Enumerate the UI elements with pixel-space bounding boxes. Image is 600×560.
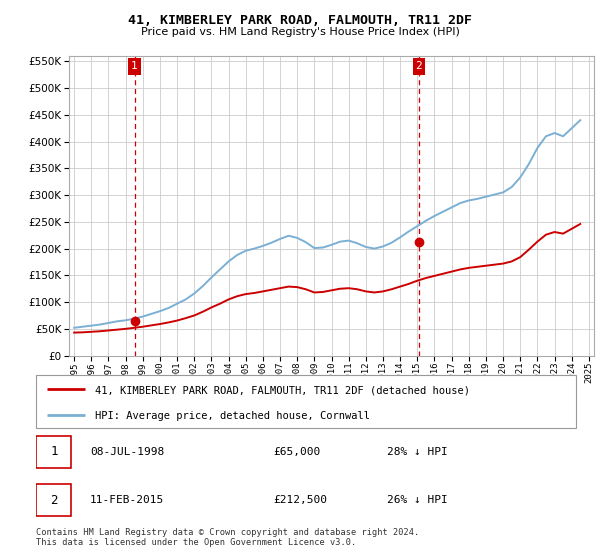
Text: Price paid vs. HM Land Registry's House Price Index (HPI): Price paid vs. HM Land Registry's House … [140,27,460,37]
Text: 41, KIMBERLEY PARK ROAD, FALMOUTH, TR11 2DF (detached house): 41, KIMBERLEY PARK ROAD, FALMOUTH, TR11 … [95,385,470,395]
Text: 2: 2 [50,493,58,507]
FancyBboxPatch shape [36,375,576,428]
Text: 1: 1 [50,446,58,459]
FancyBboxPatch shape [36,436,71,468]
Text: HPI: Average price, detached house, Cornwall: HPI: Average price, detached house, Corn… [95,411,370,421]
Text: 1: 1 [131,62,138,72]
Text: 08-JUL-1998: 08-JUL-1998 [90,447,164,457]
Text: 26% ↓ HPI: 26% ↓ HPI [387,495,448,505]
Text: £65,000: £65,000 [274,447,321,457]
Text: £212,500: £212,500 [274,495,328,505]
FancyBboxPatch shape [36,484,71,516]
Text: 41, KIMBERLEY PARK ROAD, FALMOUTH, TR11 2DF: 41, KIMBERLEY PARK ROAD, FALMOUTH, TR11 … [128,14,472,27]
Text: 11-FEB-2015: 11-FEB-2015 [90,495,164,505]
Text: 2: 2 [416,62,422,72]
Text: Contains HM Land Registry data © Crown copyright and database right 2024.
This d: Contains HM Land Registry data © Crown c… [36,528,419,547]
Text: 28% ↓ HPI: 28% ↓ HPI [387,447,448,457]
